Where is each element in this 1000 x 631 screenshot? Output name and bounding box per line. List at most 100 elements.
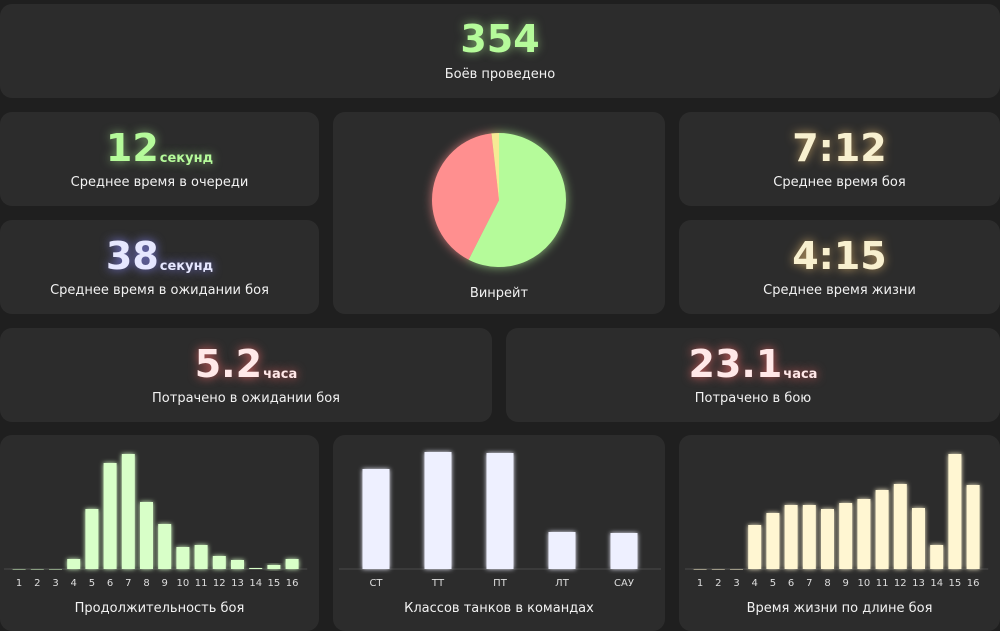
tick-label-14: 14 — [930, 578, 943, 589]
tick-label-4: 4 — [71, 578, 77, 589]
tick-label-12: 12 — [894, 578, 907, 589]
spent-wait-number: 5.2 — [194, 341, 263, 386]
bar-2 — [711, 569, 725, 570]
bar-ТТ — [424, 452, 452, 569]
life-time-value: 4:15 — [792, 233, 887, 278]
battle-duration-card: 1 2 3 4 5 6 7 8 9 10 11 12 13 14 15 16 Продолжительност… — [0, 435, 319, 631]
wait-time-number: 38 — [105, 233, 159, 278]
bar-3 — [730, 569, 743, 570]
tick-label-13: 13 — [912, 578, 925, 589]
tick-label-8: 8 — [143, 578, 149, 589]
bar-САУ — [610, 533, 638, 569]
bar-14 — [930, 545, 944, 569]
battles-card: 354 Боёв проведено — [0, 4, 1000, 98]
pie-slice-1 — [432, 133, 499, 260]
winrate-card: Винрейт — [333, 112, 665, 314]
spent-wait-label: Потрачено в ожидании боя — [152, 390, 340, 406]
tick-label-4: 4 — [752, 578, 758, 589]
bar-6 — [784, 505, 798, 569]
tick-label-8: 8 — [824, 578, 830, 589]
tick-label-ТТ: ТТ — [431, 578, 445, 589]
wait-time-label: Среднее время в ожидании боя — [50, 282, 269, 298]
bar-15 — [267, 565, 281, 569]
spent-wait-card: 5.2 часа Потрачено в ожидании боя — [0, 328, 492, 422]
pie-slice-2 — [491, 133, 499, 200]
tick-label-13: 13 — [231, 578, 244, 589]
tick-label-2: 2 — [715, 578, 721, 589]
tick-label-15: 15 — [268, 578, 281, 589]
bar-5 — [766, 513, 780, 569]
spent-battle-number: 23.1 — [688, 341, 783, 386]
bar-7 — [802, 505, 816, 569]
bar-11 — [194, 545, 208, 569]
wait-time-value: 38 секунд — [106, 237, 213, 275]
battle-duration-label: Продолжительность боя — [74, 601, 245, 616]
tick-label-6: 6 — [107, 578, 113, 589]
life-time-label: Среднее время жизни — [763, 282, 916, 298]
tick-label-11: 11 — [876, 578, 889, 589]
bar-16 — [966, 485, 980, 569]
spent-wait-value: 5.2 часа — [195, 345, 298, 383]
bar-СТ — [362, 469, 390, 569]
tank-classes-chart: СТ ТТ ПТ ЛТ САУ — [339, 452, 661, 589]
life-by-length-card: 1 2 3 4 5 6 7 8 9 10 11 12 13 14 15 16 Время жизни по д… — [679, 435, 1000, 631]
tick-label-3: 3 — [52, 578, 58, 589]
bar-4 — [748, 525, 762, 569]
tick-label-СТ: СТ — [369, 578, 383, 589]
bar-11 — [875, 490, 889, 569]
winrate-label: Винрейт — [469, 286, 529, 301]
bar-5 — [85, 509, 99, 569]
tick-label-5: 5 — [89, 578, 95, 589]
tick-label-16: 16 — [967, 578, 980, 589]
tick-label-16: 16 — [286, 578, 299, 589]
tick-label-1: 1 — [16, 578, 22, 589]
battles-label: Боёв проведено — [444, 67, 556, 82]
bar-1 — [693, 569, 707, 570]
bar-6 — [103, 463, 117, 569]
tank-classes-card: СТ ТТ ПТ ЛТ САУ Классов танков в командах — [333, 435, 665, 631]
bar-14 — [249, 568, 263, 569]
tick-label-7: 7 — [125, 578, 131, 589]
tick-label-7: 7 — [806, 578, 812, 589]
bar-9 — [158, 524, 172, 569]
battle-time-card: 7:12 Среднее время боя — [679, 112, 1000, 206]
tick-label-ПТ: ПТ — [493, 578, 508, 589]
wait-time-unit: секунд — [159, 258, 214, 274]
queue-time-value: 12 секунд — [106, 129, 213, 167]
tick-label-10: 10 — [858, 578, 871, 589]
tick-label-12: 12 — [213, 578, 226, 589]
tick-label-САУ: САУ — [614, 578, 634, 589]
battle-duration-chart: 1 2 3 4 5 6 7 8 9 10 11 12 13 14 15 16 — [4, 454, 308, 589]
queue-time-number: 12 — [105, 125, 159, 170]
bar-12 — [212, 556, 226, 569]
winrate-pie-chart — [432, 133, 566, 267]
spent-battle-unit: часа — [783, 366, 818, 382]
wait-time-card: 38 секунд Среднее время в ожидании боя — [0, 220, 319, 314]
bar-16 — [285, 559, 299, 569]
spent-wait-unit: часа — [263, 366, 298, 382]
bar-12 — [893, 484, 907, 569]
bar-15 — [948, 454, 962, 569]
life-by-length-label: Время жизни по длине боя — [746, 601, 933, 616]
bar-10 — [857, 499, 871, 569]
tick-label-2: 2 — [34, 578, 40, 589]
battles-value: 354 — [460, 17, 540, 61]
tick-label-14: 14 — [249, 578, 262, 589]
queue-time-unit: секунд — [159, 150, 214, 166]
bar-1 — [12, 569, 26, 570]
tick-label-ЛТ: ЛТ — [555, 578, 570, 589]
tick-label-9: 9 — [162, 578, 168, 589]
bar-7 — [121, 454, 135, 569]
tick-label-1: 1 — [697, 578, 703, 589]
pie-slice-0 — [468, 133, 566, 267]
spent-battle-card: 23.1 часа Потрачено в бою — [506, 328, 1000, 422]
bar-13 — [231, 560, 244, 569]
bar-13 — [912, 508, 925, 569]
bar-4 — [67, 559, 81, 569]
spent-battle-label: Потрачено в бою — [694, 390, 812, 406]
bar-3 — [49, 569, 62, 570]
tick-label-5: 5 — [770, 578, 776, 589]
life-time-card: 4:15 Среднее время жизни — [679, 220, 1000, 314]
queue-time-card: 12 секунд Среднее время в очереди — [0, 112, 319, 206]
tick-label-3: 3 — [733, 578, 739, 589]
